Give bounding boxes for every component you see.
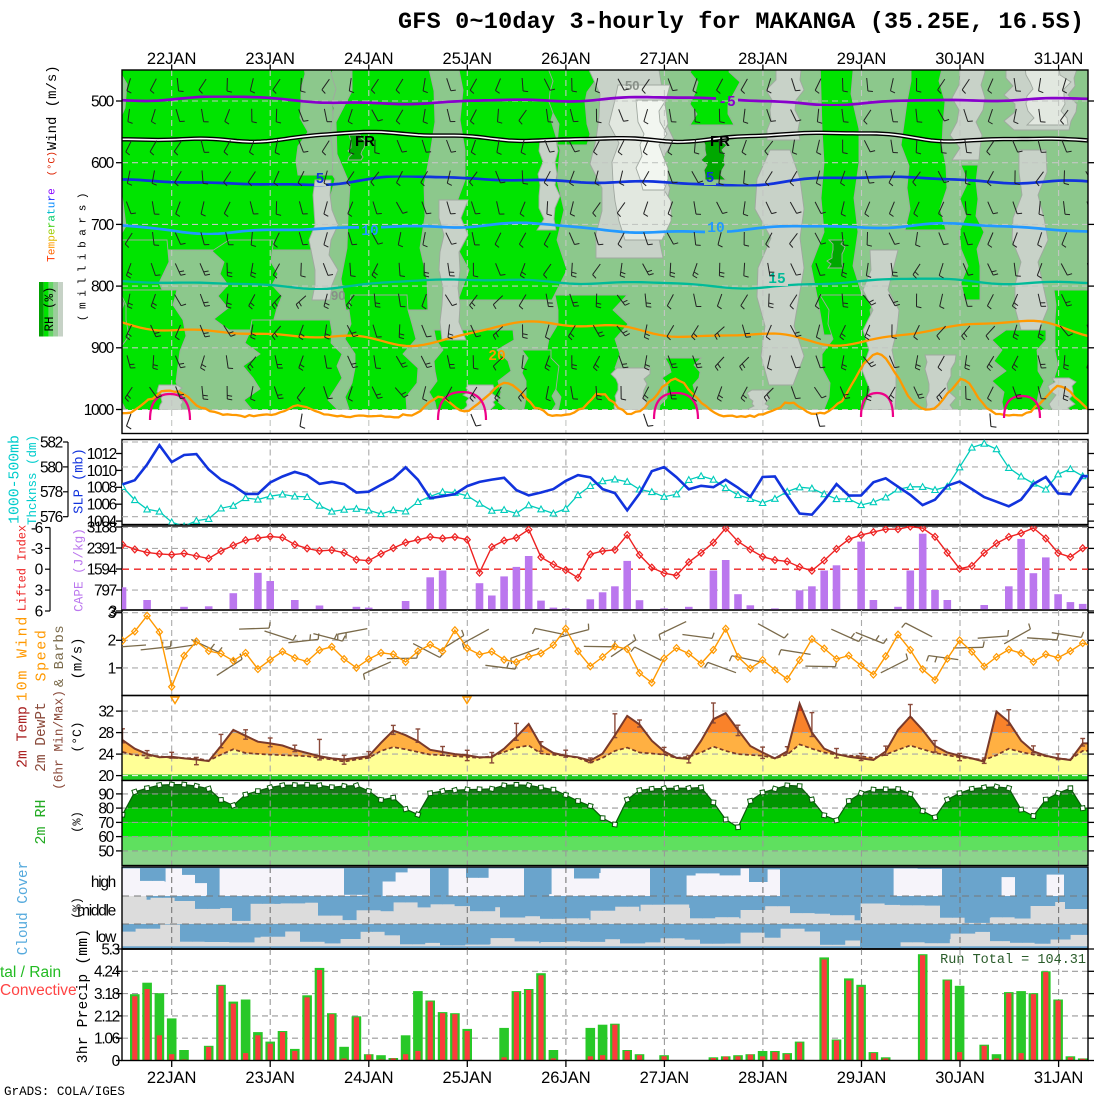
svg-text:GrADS: COLA/IGES: GrADS: COLA/IGES bbox=[4, 1085, 125, 1099]
svg-text:50: 50 bbox=[625, 78, 639, 93]
svg-text:28: 28 bbox=[98, 725, 113, 742]
svg-text:1000: 1000 bbox=[84, 402, 115, 419]
svg-text:Convective: Convective bbox=[0, 982, 77, 999]
svg-text:5: 5 bbox=[316, 172, 325, 188]
svg-text:(m/s): (m/s) bbox=[45, 65, 61, 107]
svg-text:e: e bbox=[47, 228, 59, 235]
svg-text:2m DewPt: 2m DewPt bbox=[34, 702, 50, 772]
svg-text:10: 10 bbox=[361, 224, 378, 240]
svg-text:700: 700 bbox=[91, 217, 115, 234]
svg-text:p: p bbox=[47, 235, 59, 242]
svg-text:Run Total = 104.31: Run Total = 104.31 bbox=[940, 953, 1086, 968]
svg-text:high: high bbox=[91, 874, 116, 891]
svg-text:Wind: Wind bbox=[45, 117, 61, 151]
svg-text:3hr Precip (mm): 3hr Precip (mm) bbox=[76, 929, 92, 1063]
svg-text:e: e bbox=[47, 248, 59, 255]
svg-text:3: 3 bbox=[35, 583, 43, 600]
svg-text:2391: 2391 bbox=[87, 540, 117, 557]
svg-text:1008: 1008 bbox=[87, 480, 117, 497]
svg-text:28JAN: 28JAN bbox=[738, 1069, 788, 1087]
svg-text:2m Temp: 2m Temp bbox=[16, 706, 32, 768]
svg-text:30JAN: 30JAN bbox=[935, 1069, 985, 1087]
svg-text:4.24: 4.24 bbox=[94, 964, 121, 981]
svg-text:5.3: 5.3 bbox=[101, 941, 119, 958]
svg-text:1010: 1010 bbox=[87, 463, 118, 480]
svg-text:3: 3 bbox=[108, 605, 116, 622]
svg-text:5: 5 bbox=[706, 171, 715, 187]
svg-text:10: 10 bbox=[707, 221, 724, 237]
svg-text:-6: -6 bbox=[31, 520, 43, 537]
svg-text:FR: FR bbox=[355, 133, 375, 150]
svg-text:e: e bbox=[47, 188, 59, 195]
svg-text:27JAN: 27JAN bbox=[640, 1069, 690, 1087]
svg-text:22JAN: 22JAN bbox=[147, 1069, 197, 1087]
svg-text:(6hr Min/Max): (6hr Min/Max) bbox=[51, 690, 66, 790]
svg-text:20: 20 bbox=[98, 768, 114, 785]
svg-text:RH (%): RH (%) bbox=[43, 286, 57, 331]
svg-text:580: 580 bbox=[40, 459, 64, 476]
svg-text:Speed: Speed bbox=[34, 628, 51, 681]
svg-text:1594: 1594 bbox=[87, 561, 118, 578]
svg-text:(%): (%) bbox=[71, 811, 85, 833]
svg-text:r: r bbox=[47, 222, 59, 229]
svg-text:Thcknss (dm): Thcknss (dm) bbox=[26, 435, 40, 525]
svg-text:600: 600 bbox=[91, 155, 115, 172]
svg-text:t: t bbox=[47, 208, 59, 215]
svg-text:(%): (%) bbox=[71, 897, 85, 919]
svg-text:(°C): (°C) bbox=[70, 721, 85, 752]
svg-text:& Barbs: & Barbs bbox=[52, 625, 68, 687]
svg-text:1.06: 1.06 bbox=[94, 1031, 120, 1048]
svg-text:(°C): (°C) bbox=[47, 151, 59, 176]
svg-text:Cloud Cover: Cloud Cover bbox=[16, 861, 32, 955]
svg-text:2m RH: 2m RH bbox=[33, 799, 50, 844]
svg-text:800: 800 bbox=[91, 279, 115, 296]
svg-text:31JAN: 31JAN bbox=[1034, 1069, 1084, 1087]
svg-text:24JAN: 24JAN bbox=[344, 1069, 394, 1087]
svg-text:90: 90 bbox=[331, 288, 345, 303]
svg-text:24: 24 bbox=[98, 747, 114, 764]
svg-text:10m Wind: 10m Wind bbox=[15, 615, 32, 701]
svg-text:1012: 1012 bbox=[87, 446, 117, 463]
svg-text:1: 1 bbox=[108, 660, 116, 677]
svg-text:3.18: 3.18 bbox=[94, 986, 120, 1003]
svg-text:23JAN: 23JAN bbox=[245, 1069, 295, 1087]
svg-text:3188: 3188 bbox=[87, 519, 117, 536]
svg-text:15: 15 bbox=[768, 272, 785, 288]
svg-text:2: 2 bbox=[108, 633, 116, 650]
svg-text:500: 500 bbox=[91, 93, 115, 110]
svg-text:26JAN: 26JAN bbox=[541, 1069, 591, 1087]
svg-text:578: 578 bbox=[40, 484, 63, 501]
svg-text:1006: 1006 bbox=[87, 497, 117, 514]
svg-text:(millibars): (millibars) bbox=[78, 187, 90, 321]
svg-text:29JAN: 29JAN bbox=[837, 1069, 887, 1087]
svg-text:582: 582 bbox=[40, 434, 63, 451]
svg-text:1000-500mb: 1000-500mb bbox=[8, 435, 24, 524]
svg-text:-5: -5 bbox=[718, 95, 735, 111]
svg-text:797: 797 bbox=[94, 582, 117, 599]
svg-text:32: 32 bbox=[98, 704, 113, 721]
svg-text:Lifted Index: Lifted Index bbox=[16, 525, 30, 611]
svg-text:900: 900 bbox=[91, 340, 115, 357]
svg-text:2.12: 2.12 bbox=[94, 1008, 120, 1025]
svg-text:tal / Rain: tal / Rain bbox=[0, 964, 61, 981]
svg-text:50: 50 bbox=[98, 843, 114, 860]
svg-text:(m/s): (m/s) bbox=[70, 637, 86, 679]
svg-text:6: 6 bbox=[35, 603, 43, 620]
svg-text:SLP (mb): SLP (mb) bbox=[73, 448, 88, 514]
svg-text:GFS 0~10day 3-hourly for MAKAN: GFS 0~10day 3-hourly for MAKANGA (35.25E… bbox=[398, 9, 1084, 36]
svg-text:CAPE (J/kg): CAPE (J/kg) bbox=[71, 528, 86, 612]
svg-text:25JAN: 25JAN bbox=[443, 1069, 493, 1087]
svg-text:576: 576 bbox=[40, 509, 63, 526]
svg-text:-3: -3 bbox=[31, 541, 43, 558]
svg-text:u: u bbox=[47, 202, 59, 209]
svg-text:r: r bbox=[47, 195, 59, 202]
